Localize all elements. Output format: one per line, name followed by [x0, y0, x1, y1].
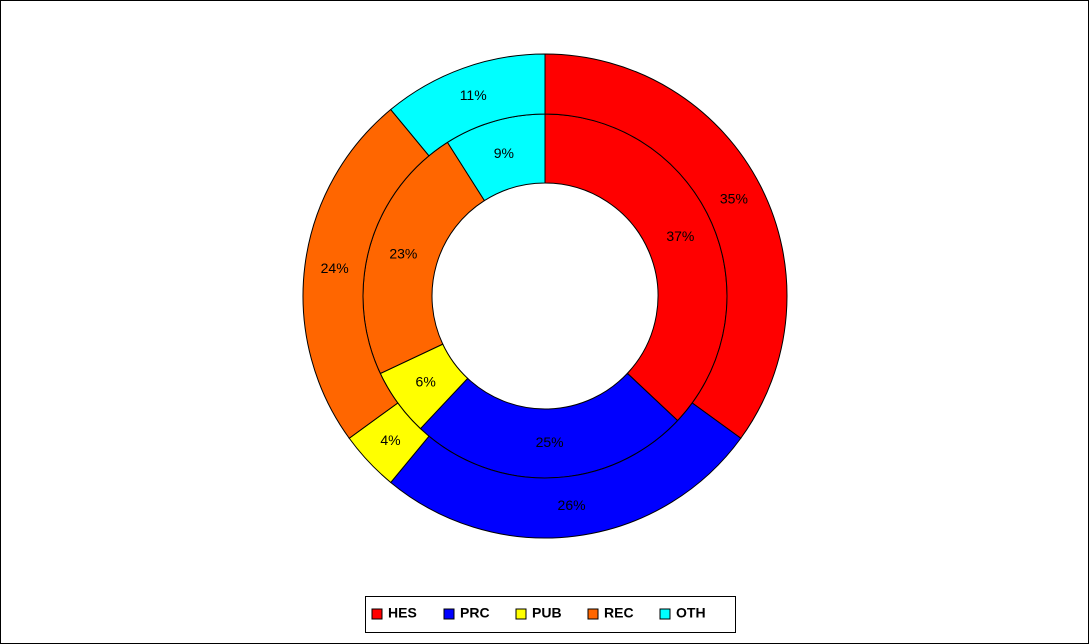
data-label: 37% — [666, 228, 694, 244]
legend-swatch — [659, 608, 671, 620]
legend-label: PRC — [460, 605, 490, 621]
data-label: 9% — [494, 145, 514, 161]
legend-label: OTH — [676, 605, 706, 621]
data-label: 6% — [416, 373, 436, 389]
legend-label: HES — [388, 605, 417, 621]
data-label: 11% — [460, 87, 487, 103]
data-label: 26% — [558, 497, 586, 513]
data-label: 25% — [536, 434, 564, 450]
legend-swatch — [515, 608, 527, 620]
data-label: 23% — [389, 246, 417, 262]
legend-label: PUB — [532, 605, 562, 621]
legend-swatch — [371, 608, 383, 620]
legend-swatch — [587, 608, 599, 620]
data-label: 4% — [380, 432, 400, 448]
legend-label: REC — [604, 605, 634, 621]
legend-swatch — [443, 608, 455, 620]
data-label: 35% — [720, 190, 748, 206]
data-label: 24% — [321, 260, 349, 276]
donut-segment — [544, 53, 788, 439]
legend-box — [365, 596, 736, 633]
donut-segment — [390, 53, 546, 157]
